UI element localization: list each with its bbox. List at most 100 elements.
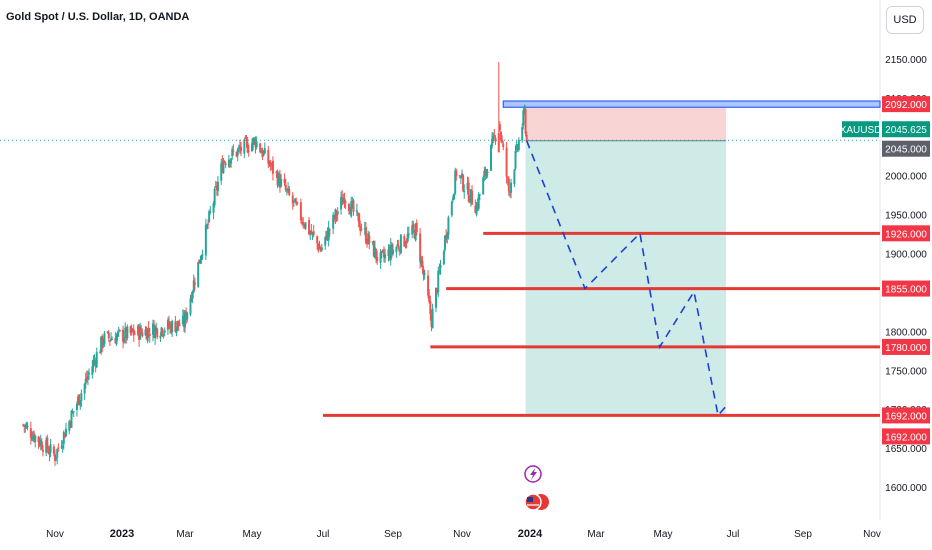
- y-tick-label: 2150.000: [885, 55, 927, 66]
- candle-body: [34, 435, 37, 442]
- candle-body: [506, 177, 509, 179]
- candle-body: [445, 235, 448, 240]
- candle-body: [209, 211, 212, 213]
- candle-body: [208, 211, 211, 222]
- candle-body: [431, 308, 434, 329]
- x-tick-label: Jul: [727, 529, 740, 540]
- candle-body: [475, 205, 478, 215]
- candle-body: [388, 250, 391, 259]
- candle-body: [376, 257, 379, 261]
- candle-body: [99, 352, 102, 354]
- candle-body: [240, 147, 243, 152]
- candle-body: [404, 244, 407, 246]
- candle-body: [114, 338, 117, 344]
- candle-body: [57, 447, 60, 449]
- candle-body: [514, 150, 517, 169]
- candle-body: [523, 108, 526, 112]
- candle-body: [381, 249, 384, 252]
- candle-body: [292, 200, 295, 202]
- x-tick-label: 2024: [518, 528, 543, 540]
- last-price-tag-bg: [882, 121, 930, 138]
- candle-body: [162, 334, 165, 336]
- candle-body: [102, 342, 105, 346]
- candle-body: [176, 320, 179, 328]
- candle-body: [296, 202, 299, 204]
- candle-body: [39, 440, 42, 446]
- candle-body: [86, 376, 89, 379]
- candle-body: [46, 437, 49, 450]
- candle-body: [390, 244, 393, 253]
- candle-body: [406, 233, 409, 242]
- candle-body: [399, 234, 402, 254]
- candle-body: [103, 333, 106, 344]
- stop-loss-zone: [525, 104, 727, 141]
- candle-body: [492, 135, 495, 141]
- candle-body: [428, 295, 431, 302]
- target-price-tag: 1692.000: [885, 432, 927, 443]
- candle-body: [447, 217, 450, 236]
- candle-body: [513, 169, 516, 185]
- candle-body: [317, 244, 320, 251]
- currency-button[interactable]: USD: [886, 6, 924, 34]
- candle-body: [79, 400, 82, 406]
- candle-body: [316, 236, 319, 244]
- candle-body: [411, 225, 414, 235]
- candle-body: [247, 150, 250, 152]
- y-tick-label: 1600.000: [885, 483, 927, 494]
- candle-body: [230, 158, 233, 164]
- candle-body: [288, 189, 291, 196]
- candle-body: [262, 151, 265, 156]
- candle-body: [489, 145, 492, 171]
- candle-body: [310, 230, 313, 235]
- candle-body: [205, 224, 208, 228]
- candle-body: [366, 242, 369, 244]
- last-price-tag: 2045.625: [885, 125, 927, 136]
- candle-body: [153, 324, 156, 338]
- candle-body: [311, 232, 314, 234]
- take-profit-zone: [525, 140, 727, 416]
- candle-body: [283, 178, 286, 184]
- candle-body: [478, 194, 481, 196]
- candle-body: [491, 138, 494, 146]
- candle-body: [214, 186, 217, 188]
- candle-body: [201, 254, 204, 256]
- candle-body: [64, 428, 67, 437]
- x-tick-label: Sep: [384, 529, 402, 540]
- candle-body: [26, 426, 29, 428]
- candle-body: [451, 197, 454, 201]
- candle-body: [389, 244, 392, 261]
- resistance-zone: [502, 100, 881, 108]
- candle-body: [458, 175, 461, 177]
- candle-body: [521, 127, 524, 141]
- candle-body: [336, 211, 339, 215]
- candle-body: [108, 340, 111, 342]
- candle-body: [387, 249, 390, 257]
- x-tick-label: Nov: [46, 529, 64, 540]
- candle-body: [405, 242, 408, 244]
- candle-body: [285, 189, 288, 191]
- candle-body: [326, 232, 329, 241]
- candle-body: [52, 446, 55, 454]
- candle-body: [140, 328, 143, 333]
- candle-body: [267, 149, 270, 164]
- candle-body: [505, 147, 508, 177]
- candle-body: [351, 201, 354, 203]
- chart-title: Gold Spot / U.S. Dollar, 1D, OANDA: [6, 11, 190, 23]
- candle-body: [493, 135, 496, 137]
- candle-body: [184, 312, 186, 328]
- x-tick-label: May: [654, 529, 673, 540]
- candle-body: [199, 260, 202, 264]
- candle-body: [461, 173, 463, 178]
- candle-body: [178, 324, 181, 326]
- candle-body: [38, 440, 41, 446]
- candle-body: [397, 245, 400, 249]
- candle-body: [167, 321, 170, 328]
- candle-body: [263, 148, 266, 154]
- candle-body: [525, 134, 528, 141]
- candle-body: [171, 321, 174, 332]
- candle-body: [235, 151, 238, 157]
- candle-body: [55, 457, 58, 459]
- candle-body: [170, 324, 173, 333]
